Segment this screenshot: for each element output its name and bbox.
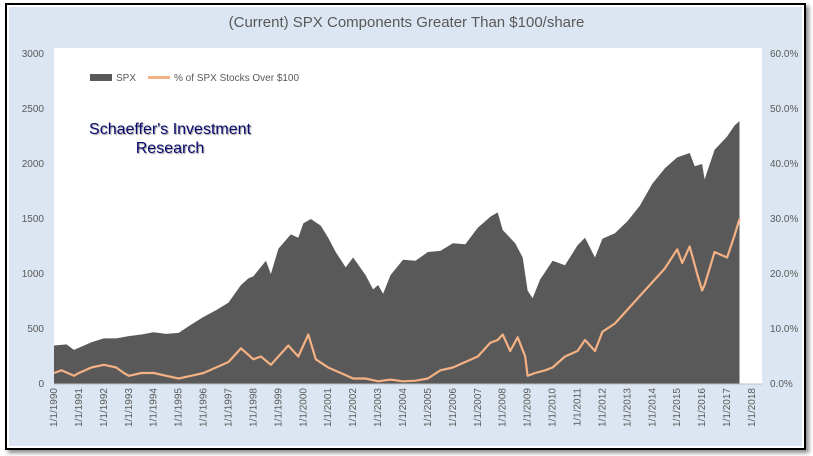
watermark-line-2: Research bbox=[135, 140, 205, 157]
x-tick-label: 1/1/1991 bbox=[74, 388, 85, 427]
x-tick-label: 1/1/2010 bbox=[548, 388, 559, 427]
y-right-tick-label: 20.0% bbox=[770, 269, 798, 280]
x-tick-label: 1/1/1993 bbox=[124, 388, 135, 427]
x-tick-label: 1/1/2005 bbox=[423, 388, 434, 427]
x-tick-label: 1/1/2016 bbox=[697, 388, 708, 427]
y-left-tick-label: 1500 bbox=[22, 214, 45, 225]
x-tick-label: 1/1/1994 bbox=[149, 388, 160, 427]
x-tick-label: 1/1/2006 bbox=[448, 388, 459, 427]
x-tick-label: 1/1/2008 bbox=[498, 388, 509, 427]
chart-title: (Current) SPX Components Greater Than $1… bbox=[228, 14, 585, 31]
y-left-tick-label: 3000 bbox=[22, 49, 45, 60]
y-right-tick-label: 10.0% bbox=[770, 324, 798, 335]
x-tick-label: 1/1/2017 bbox=[722, 388, 733, 427]
y-right-tick-label: 0.0% bbox=[770, 379, 793, 390]
x-tick-label: 1/1/1995 bbox=[174, 388, 185, 427]
x-tick-label: 1/1/1997 bbox=[224, 388, 235, 427]
legend-swatch-spx bbox=[90, 74, 112, 81]
x-tick-label: 1/1/1992 bbox=[99, 388, 110, 427]
watermark-line-1: Schaeffer's Investment bbox=[89, 121, 251, 138]
x-tick-label: 1/1/2012 bbox=[597, 388, 608, 427]
y-right-tick-label: 30.0% bbox=[770, 214, 798, 225]
legend-label-pct: % of SPX Stocks Over $100 bbox=[174, 73, 299, 84]
y-left-tick-label: 0 bbox=[38, 379, 44, 390]
x-tick-label: 1/1/2004 bbox=[398, 388, 409, 427]
y-right-tick-label: 50.0% bbox=[770, 104, 798, 115]
x-tick-label: 1/1/2000 bbox=[298, 388, 309, 427]
legend-label-spx: SPX bbox=[116, 73, 136, 84]
x-tick-label: 1/1/2013 bbox=[622, 388, 633, 427]
y-left-tick-label: 2500 bbox=[22, 104, 45, 115]
spx-area bbox=[54, 121, 740, 384]
x-tick-label: 1/1/1990 bbox=[49, 388, 60, 427]
x-tick-label: 1/1/2014 bbox=[647, 388, 658, 427]
x-tick-label: 1/1/2007 bbox=[473, 388, 484, 427]
x-tick-label: 1/1/2011 bbox=[573, 388, 584, 427]
pct-over-100-line bbox=[53, 218, 741, 383]
x-tick-label: 1/1/1999 bbox=[273, 388, 284, 427]
watermark: Schaeffer's Investment Research bbox=[80, 120, 260, 158]
x-tick-label: 1/1/2018 bbox=[747, 388, 758, 427]
x-tick-label: 1/1/2009 bbox=[523, 388, 534, 427]
y-right-tick-label: 40.0% bbox=[770, 159, 798, 170]
y-left-tick-label: 500 bbox=[27, 324, 44, 335]
y-left-tick-label: 1000 bbox=[22, 269, 45, 280]
x-tick-label: 1/1/2002 bbox=[348, 388, 359, 427]
x-tick-label: 1/1/2003 bbox=[373, 388, 384, 427]
x-tick-label: 1/1/1996 bbox=[199, 388, 210, 427]
x-tick-label: 1/1/2015 bbox=[672, 388, 683, 427]
x-tick-label: 1/1/2001 bbox=[323, 388, 334, 427]
y-left-tick-label: 2000 bbox=[22, 159, 45, 170]
y-right-tick-label: 60.0% bbox=[770, 49, 798, 60]
x-tick-label: 1/1/1998 bbox=[248, 388, 259, 427]
